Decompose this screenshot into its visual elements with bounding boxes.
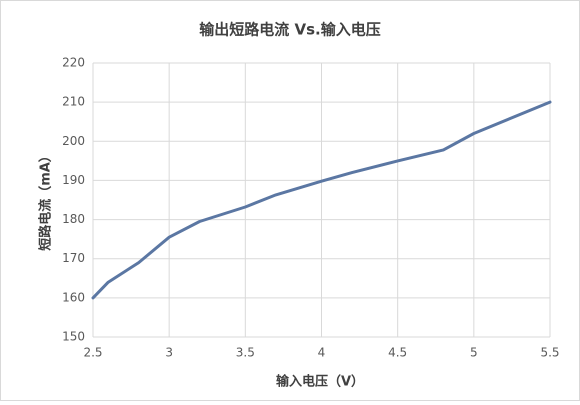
x-tick-label: 4 (318, 346, 326, 360)
y-tick-label: 220 (62, 56, 85, 70)
y-tick-label: 200 (62, 134, 85, 148)
x-tick-label: 5.5 (540, 346, 559, 360)
y-axis-label: 短路电流（mA） (38, 149, 54, 251)
y-tick-label: 190 (62, 173, 85, 187)
x-tick-label: 5 (470, 346, 478, 360)
x-tick-label: 2.5 (83, 346, 102, 360)
x-axis-label: 输入电压（V） (276, 374, 364, 390)
data-line (91, 100, 552, 300)
y-tick-label: 210 (62, 95, 85, 109)
x-tick-label: 3.5 (236, 346, 255, 360)
y-tick-label: 170 (62, 251, 85, 265)
x-tick-label: 3 (165, 346, 173, 360)
y-tick-label: 180 (62, 212, 85, 226)
x-tick-label: 4.5 (388, 346, 407, 360)
chart-title: 输出短路电流 Vs.输入电压 (199, 21, 380, 39)
y-tick-label: 160 (62, 290, 85, 304)
y-tick-label: 150 (62, 330, 85, 344)
